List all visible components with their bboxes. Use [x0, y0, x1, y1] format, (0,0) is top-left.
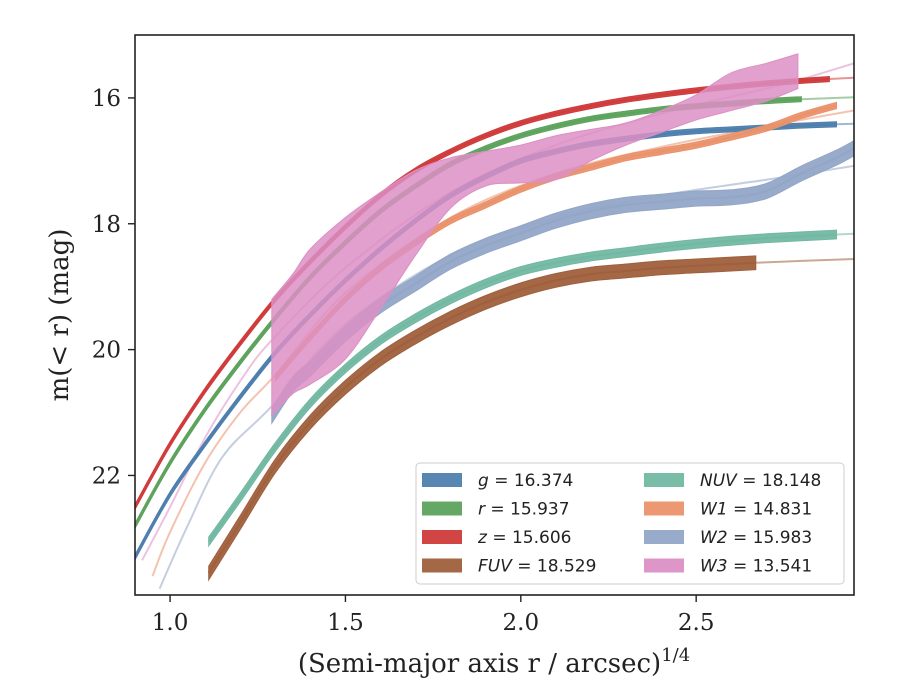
model-curve-r [801, 96, 854, 101]
x-tick-label: 2.5 [678, 610, 715, 636]
y-tick-label: 20 [92, 338, 121, 364]
legend: g = 16.374 r = 15.937 z = 15.606 FUV = 18.5… [415, 462, 845, 585]
y-tick-label: 22 [92, 463, 121, 489]
legend-swatch [644, 558, 684, 573]
model-curve-nuv [836, 232, 854, 236]
model-curve-z [829, 76, 854, 80]
plot-frame [134, 34, 855, 596]
legend-label: NUV = 18.148 [700, 471, 821, 491]
legend-label: W2 = 15.983 [700, 528, 812, 548]
band-w1 [274, 101, 837, 383]
legend-swatch [644, 473, 684, 487]
model-curve-g [836, 122, 854, 126]
band-w3 [271, 53, 799, 417]
legend-label: r = 15.937 [478, 500, 570, 520]
x-axis-label-superscript: 1/4 [661, 645, 690, 666]
x-tick-label: 2.0 [503, 610, 540, 636]
band-w2 [271, 140, 854, 425]
legend-item-w3: W3 = 13.541 [644, 557, 812, 577]
x-axis: 1.0 1.5 2.0 2.5 [152, 595, 715, 636]
legend-item-w1: W1 = 14.831 [644, 500, 812, 520]
legend-label: W3 = 13.541 [700, 557, 812, 577]
x-axis-label: (Semi-major axis r / arcsec)1/4 [298, 645, 690, 679]
legend-item-fuv: FUV = 18.529 [422, 557, 596, 577]
series-w3 [271, 53, 799, 417]
x-tick-label: 1.0 [152, 610, 189, 636]
legend-label: W1 = 14.831 [700, 500, 812, 520]
series-layer [135, 53, 854, 582]
legend-item-nuv: NUV = 18.148 [644, 471, 821, 491]
y-axis: 16 18 20 22 [92, 86, 135, 489]
model-curve-fuv [755, 258, 854, 264]
band-fuv [208, 255, 757, 582]
series-fuv [207, 255, 757, 582]
line-nuv [207, 233, 837, 543]
legend-label: FUV = 18.529 [478, 557, 596, 577]
y-axis-label: m(< r) (mag) [45, 229, 75, 402]
y-tick-label: 18 [92, 212, 121, 238]
x-axis-label-text: (Semi-major axis r / arcsec) [298, 649, 661, 679]
legend-item-w2: W2 = 15.983 [644, 528, 812, 548]
line-z [135, 77, 830, 508]
legend-swatch [422, 558, 462, 573]
legend-label: z = 15.606 [477, 528, 571, 548]
y-tick-label: 16 [92, 86, 121, 112]
band-nuv [208, 229, 837, 548]
series-nuv [207, 229, 837, 548]
legend-frame [415, 462, 845, 585]
legend-item-g: g = 16.374 [422, 471, 573, 491]
legend-item-r: r = 15.937 [422, 500, 570, 520]
legend-swatch [422, 473, 462, 487]
legend-item-z: z = 15.606 [422, 528, 571, 548]
legend-swatch [422, 501, 462, 516]
x-tick-label: 1.5 [327, 610, 364, 636]
legend-swatch [422, 530, 462, 544]
line-fuv [207, 261, 756, 574]
model-curve-w2 [158, 164, 854, 590]
legend-label: g = 16.374 [478, 471, 573, 491]
legend-swatch [644, 530, 684, 544]
legend-swatch [644, 501, 684, 516]
